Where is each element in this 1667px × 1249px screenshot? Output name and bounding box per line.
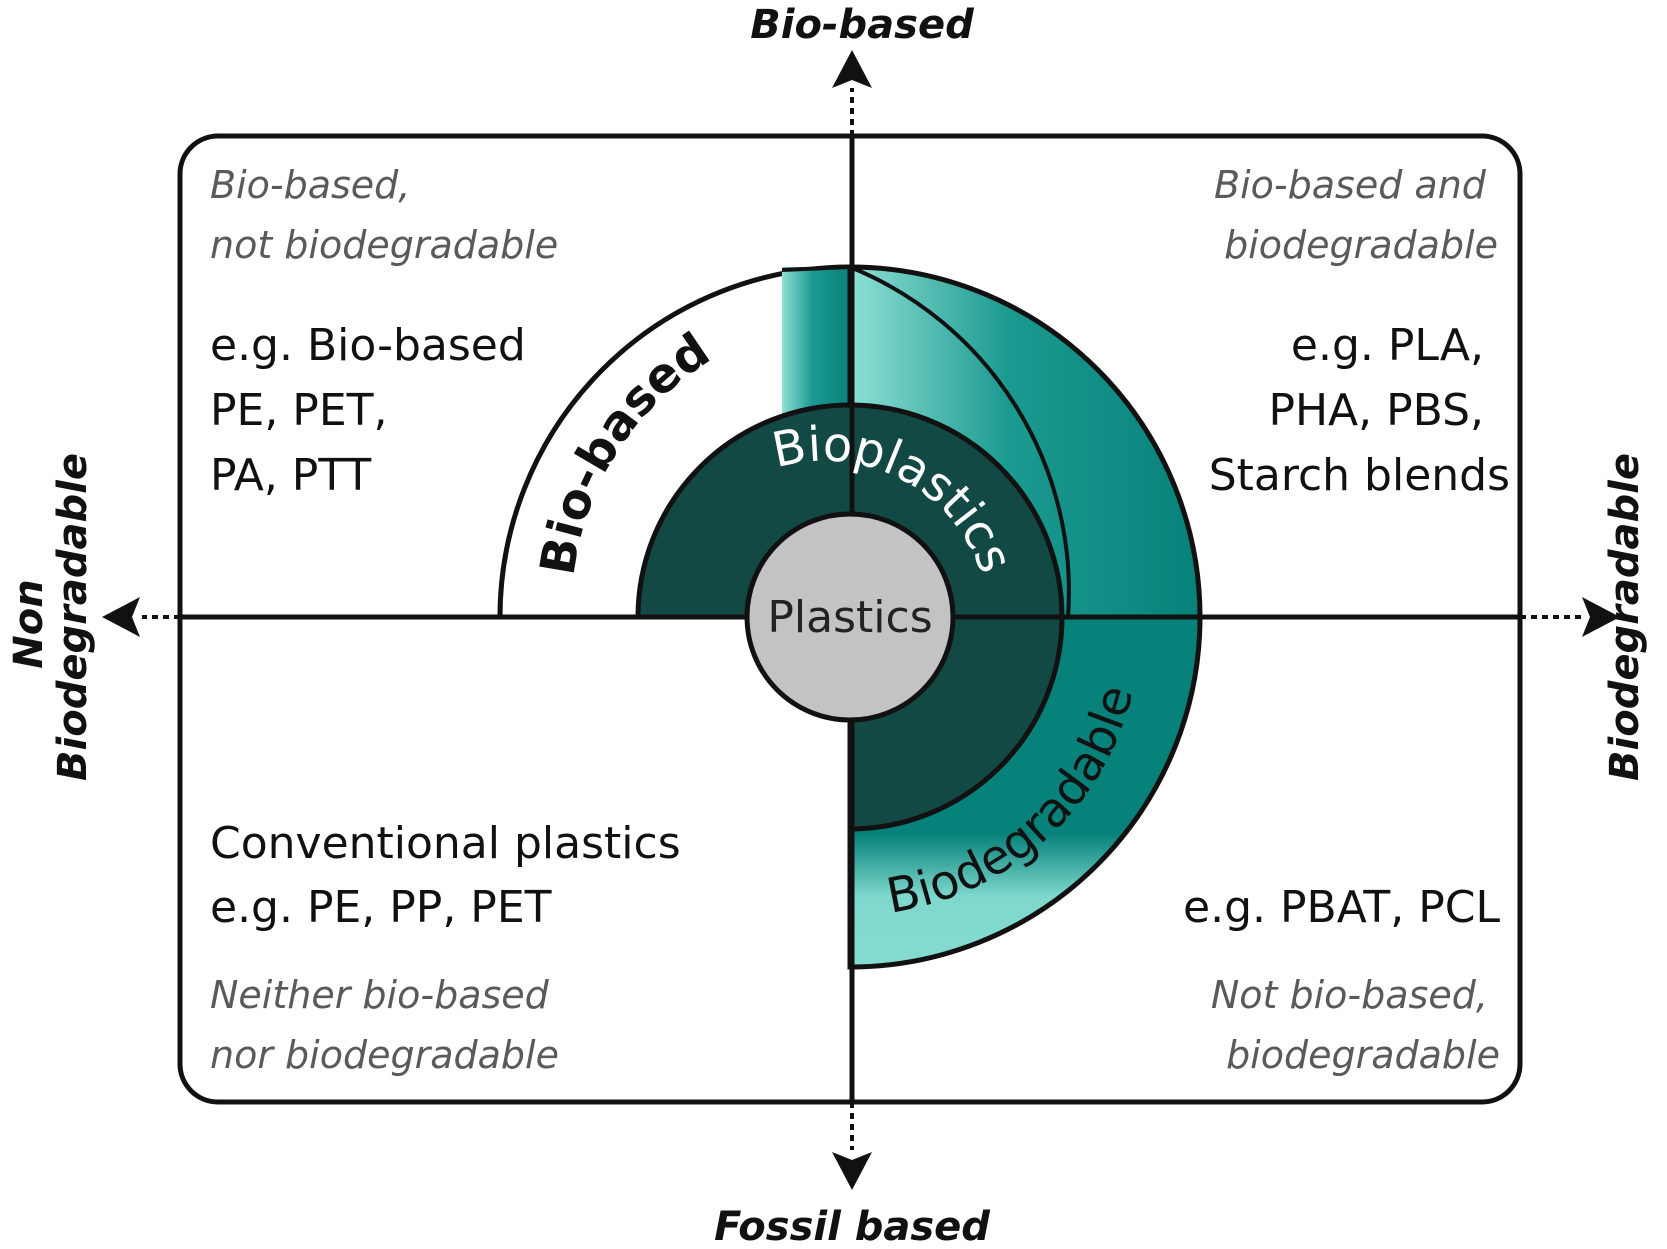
quadrant-bottom-left-examples: Conventional plastics e.g. PE, PP, PET	[210, 818, 695, 933]
left-arrow-icon	[102, 597, 140, 637]
quadrant-bottom-left-category: Neither bio-based nor biodegradable	[210, 973, 561, 1077]
axis-label-top: Bio-based	[750, 2, 974, 48]
axis-label-bottom: Fossil based	[714, 1204, 990, 1249]
axis-label-left: Non Biodegradable	[6, 453, 96, 781]
bioplastics-ring	[635, 402, 1065, 832]
bottom-arrow-icon	[832, 1152, 872, 1190]
quadrant-bottom-right-category: Not bio-based, biodegradable	[1211, 973, 1500, 1077]
axis-label-right: Biodegradable	[1602, 453, 1648, 781]
quadrant-top-left-examples: e.g. Bio-based PE, PET, PA, PTT	[210, 320, 540, 501]
plastics-label: Plastics	[767, 592, 932, 643]
bio-based-top-edge	[781, 265, 851, 272]
quadrant-top-right-examples: e.g. PLA, PHA, PBS, Starch blends	[1209, 320, 1510, 501]
bioplastics-inner-arc	[849, 265, 1071, 618]
quadrant-top-right-category: Bio-based and biodegradable	[1214, 163, 1498, 267]
quadrant-bottom-right-examples: e.g. PBAT, PCL	[1183, 882, 1500, 933]
quadrant-top-left-category: Bio-based, not biodegradable	[210, 163, 558, 267]
right-arrow-icon	[1582, 597, 1620, 637]
plastics-circle	[744, 511, 956, 723]
top-arrow-icon	[832, 50, 872, 88]
